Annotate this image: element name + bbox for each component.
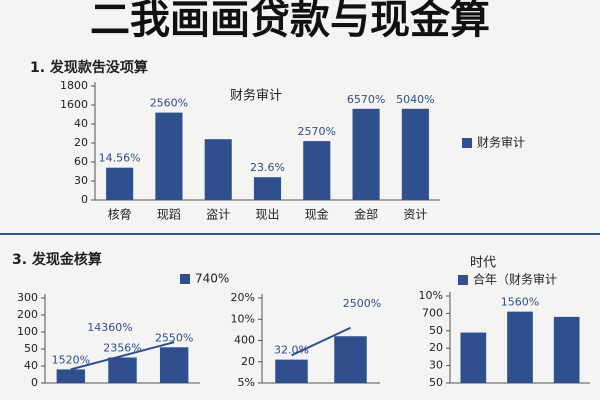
y-tick-label: 300 xyxy=(17,291,38,304)
y-tick-label: 50 xyxy=(429,324,443,337)
legend-swatch xyxy=(180,274,190,284)
data-label: 2570% xyxy=(298,125,336,138)
y-tick-label: 20 xyxy=(74,136,88,149)
y-tick-label: 30 xyxy=(429,359,443,372)
y-tick-label: 200 xyxy=(17,308,38,321)
y-tick-label: 10% xyxy=(419,289,443,302)
x-tick-label: 资计 xyxy=(403,208,427,222)
x-tick-label: 现金 xyxy=(305,207,329,222)
x-tick-label: 核脅 xyxy=(108,207,132,222)
y-tick-label: 100 xyxy=(17,325,38,338)
chart-title: 时代 xyxy=(470,256,496,271)
x-tick-label: 金部 xyxy=(354,207,378,222)
bar xyxy=(253,177,282,200)
y-tick-label: 0 xyxy=(81,193,88,206)
y-tick-label: 0 xyxy=(31,376,38,389)
data-label: 14.56% xyxy=(99,152,141,165)
legend-swatch xyxy=(462,138,472,148)
y-tick-label: 700 xyxy=(422,306,443,319)
y-tick-label: 20% xyxy=(231,291,255,304)
y-tick-label: 10% xyxy=(231,312,255,325)
bar xyxy=(553,316,580,383)
data-label: 23.6% xyxy=(250,161,285,174)
y-tick-label: 60 xyxy=(74,155,88,168)
x-tick-label: 现出 xyxy=(255,208,279,222)
bar xyxy=(303,141,331,200)
legend-label: 合年（财务审计 xyxy=(473,272,557,287)
data-label: 2356% xyxy=(103,342,141,355)
x-tick-label: 盗计 xyxy=(206,207,230,222)
section-heading: 3. 发现金核算 xyxy=(12,251,102,268)
legend-swatch xyxy=(458,275,468,285)
data-label: 32.0% xyxy=(274,344,309,357)
y-tick-label: 50 xyxy=(24,342,38,355)
bar xyxy=(155,112,183,200)
chart-title: 财务审计 xyxy=(230,88,282,104)
data-label: 6570% xyxy=(347,93,385,106)
bar xyxy=(106,167,134,200)
section-heading: 1. 发现款吿没项算 xyxy=(30,59,148,76)
legend-label: 财务审计 xyxy=(477,135,525,150)
data-label: 1520% xyxy=(52,353,90,366)
annotation: 2500% xyxy=(343,297,381,310)
bar xyxy=(56,369,86,383)
y-tick-label: 1600 xyxy=(60,98,88,111)
y-tick-label: 5% xyxy=(238,376,255,389)
trend-line xyxy=(291,326,351,357)
data-label: 1560% xyxy=(501,296,539,309)
y-tick-label: 20 xyxy=(241,355,255,368)
legend-label: 740% xyxy=(195,272,229,286)
bar xyxy=(204,139,232,200)
bar xyxy=(460,332,487,383)
bar xyxy=(275,359,308,383)
bar xyxy=(352,108,380,200)
bar xyxy=(334,336,367,383)
bar xyxy=(159,347,189,383)
bar xyxy=(108,357,137,383)
y-tick-label: 50 xyxy=(429,376,443,389)
y-tick-label: 30 xyxy=(74,174,88,187)
data-label: 5040% xyxy=(396,93,434,106)
y-tick-label: 400 xyxy=(234,334,255,347)
annotation: 14360% xyxy=(87,321,132,334)
data-label: 2560% xyxy=(150,97,188,110)
y-tick-label: 20 xyxy=(429,341,443,354)
data-label: 2550% xyxy=(155,331,193,344)
trend-line xyxy=(70,341,175,371)
y-tick-label: 40 xyxy=(74,117,88,130)
y-tick-label: 1800 xyxy=(60,79,88,92)
y-tick-label: 40 xyxy=(24,359,38,372)
page-title: 二我画画贷款与现金算 xyxy=(90,0,490,43)
x-tick-label: 现蹈 xyxy=(157,208,181,222)
bar xyxy=(401,108,429,200)
bar xyxy=(507,311,533,383)
